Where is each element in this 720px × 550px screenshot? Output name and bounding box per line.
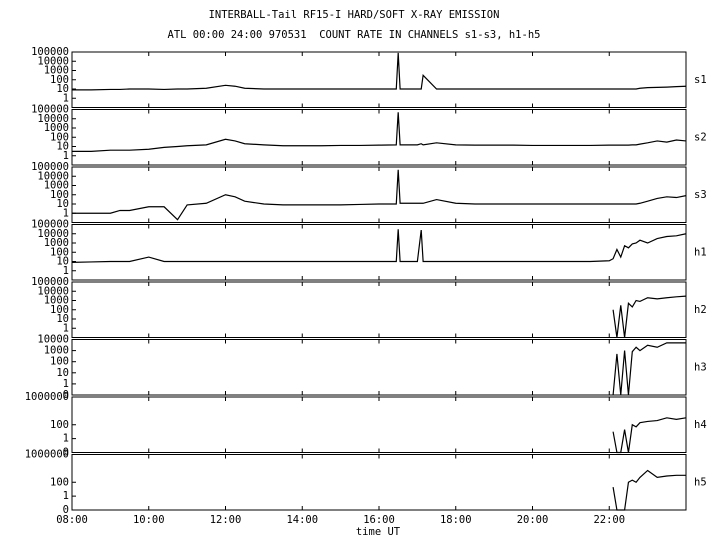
panel-frame xyxy=(71,281,687,338)
panel-label: h4 xyxy=(694,419,707,431)
x-tick-label: 16:00 xyxy=(363,514,395,526)
y-tick-label: 1 xyxy=(63,265,69,277)
y-tick-label: 0 xyxy=(63,447,69,459)
data-line xyxy=(612,342,686,396)
y-tick-label: 1000 xyxy=(44,237,69,249)
data-line xyxy=(71,229,687,263)
y-tick-label: 100 xyxy=(50,131,69,143)
chart-subtitle: ATL 00:00 24:00 970531 COUNT RATE IN CHA… xyxy=(168,29,541,41)
x-tick-label: 12:00 xyxy=(210,514,242,526)
y-tick-label: 1 xyxy=(63,490,69,502)
y-tick-label: 1000 xyxy=(44,122,69,134)
x-tick-label: 14:00 xyxy=(286,514,318,526)
y-tick-label: 1000 xyxy=(44,295,69,307)
panel-label: h5 xyxy=(694,476,707,488)
y-tick-label: 1 xyxy=(63,92,69,104)
y-tick-label: 10 xyxy=(56,256,69,268)
y-tick-label: 100 xyxy=(50,74,69,86)
y-tick-label: 10 xyxy=(56,367,69,379)
x-tick-label: 18:00 xyxy=(440,514,472,526)
y-tick-label: 100000 xyxy=(31,161,69,173)
y-tick-label: 10000 xyxy=(37,334,69,346)
y-tick-label: 1000000 xyxy=(25,391,69,403)
y-tick-label: 100000 xyxy=(31,46,69,58)
data-line xyxy=(612,469,686,511)
data-line xyxy=(612,417,687,454)
y-tick-label: 0 xyxy=(63,504,69,516)
y-tick-label: 100 xyxy=(50,476,69,488)
panel-frame xyxy=(71,339,687,396)
panel-label: h3 xyxy=(694,361,707,373)
panel-frame xyxy=(71,396,687,453)
y-tick-label: 10000 xyxy=(37,228,69,240)
y-tick-label: 100 xyxy=(50,246,69,258)
y-tick-label: 10000 xyxy=(37,285,69,297)
panel-label: s3 xyxy=(694,189,707,201)
y-tick-label: 1000000 xyxy=(25,449,69,461)
panel-label: s1 xyxy=(694,74,707,86)
y-tick-label: 10 xyxy=(56,141,69,153)
y-tick-label: 100 xyxy=(50,419,69,431)
y-tick-label: 1 xyxy=(63,150,69,162)
y-tick-label: 1000 xyxy=(44,180,69,192)
x-tick-label: 08:00 xyxy=(56,514,88,526)
y-tick-label: 10000 xyxy=(37,55,69,67)
x-axis-label: time UT xyxy=(356,526,401,538)
y-tick-label: 10000 xyxy=(37,170,69,182)
chart-title: INTERBALL-Tail RF15-I HARD/SOFT X-RAY EM… xyxy=(209,9,500,21)
y-tick-label: 1000 xyxy=(44,345,69,357)
panel-frame xyxy=(71,51,687,108)
y-tick-label: 100000 xyxy=(31,276,69,288)
data-line xyxy=(72,169,687,221)
data-line xyxy=(72,112,687,152)
x-tick-label: 22:00 xyxy=(593,514,625,526)
panel-label: h2 xyxy=(694,304,707,316)
y-tick-label: 100000 xyxy=(31,104,69,116)
y-tick-label: 1 xyxy=(63,378,69,390)
panel-frame xyxy=(71,166,687,223)
y-tick-label: 10 xyxy=(56,198,69,210)
panel-frame xyxy=(71,224,687,281)
x-tick-label: 20:00 xyxy=(517,514,549,526)
y-tick-label: 10 xyxy=(56,83,69,95)
y-tick-label: 1000 xyxy=(44,65,69,77)
y-tick-label: 100 xyxy=(50,356,69,368)
y-tick-label: 100 xyxy=(50,304,69,316)
x-tick-label: 10:00 xyxy=(133,514,165,526)
y-tick-label: 0 xyxy=(63,389,69,401)
panel-frame xyxy=(71,109,687,166)
y-tick-label: 10 xyxy=(56,313,69,325)
y-tick-label: 100000 xyxy=(31,219,69,231)
panel-label: h1 xyxy=(694,246,707,258)
y-tick-label: 10000 xyxy=(37,113,69,125)
data-line xyxy=(612,295,687,338)
panel-label: s2 xyxy=(694,131,707,143)
y-tick-label: 1 xyxy=(63,433,69,445)
y-tick-label: 1 xyxy=(63,207,69,219)
panel-frame xyxy=(71,454,687,511)
data-line xyxy=(72,52,687,91)
y-tick-label: 100 xyxy=(50,189,69,201)
y-tick-label: 1 xyxy=(63,322,69,334)
